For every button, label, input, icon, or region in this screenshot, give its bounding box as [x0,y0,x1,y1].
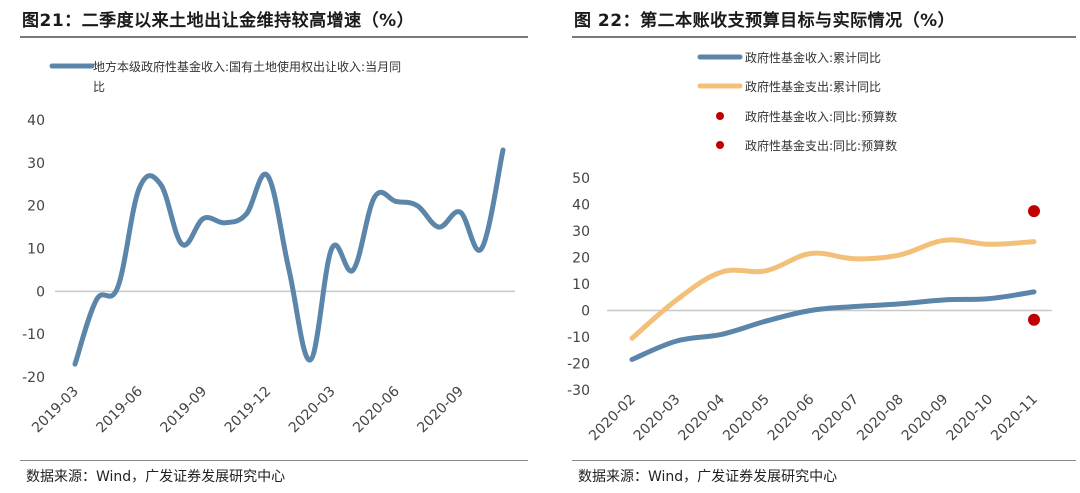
x-tick-label: 2020-10 [943,392,996,445]
x-tick-label: 2020-06 [350,383,403,436]
y-tick-label: 10 [572,277,590,293]
x-tick-label: 2019-06 [93,383,146,436]
data-point [1028,205,1040,218]
legend-label: 地方本级政府性基金收入:国有土地使用权出让收入:当月同 [93,59,401,74]
x-tick-label: 2020-05 [720,392,773,445]
y-tick-label: 30 [27,156,45,172]
y-tick-label: 40 [27,113,45,129]
x-tick-label: 2020-06 [765,391,818,444]
series-line [629,289,1037,362]
panel-left-chart: 图21：二季度以来土地出让金维持较高增速（%） 地方本级政府性基金收入:国有土地… [0,0,532,493]
y-tick-label: 50 [572,171,590,187]
legend: 政府性基金收入:累计同比政府性基金支出:累计同比政府性基金收入:同比:预算数政府… [697,50,897,153]
x-tick-label: 2020-04 [675,391,728,444]
legend-marker [716,141,724,149]
y-tick-label: 0 [36,284,45,300]
y-tick-label: -10 [567,330,590,346]
legend-label: 政府性基金收入:同比:预算数 [745,109,897,124]
x-tick-label: 2020-11 [988,392,1041,445]
y-tick-label: 20 [572,251,590,267]
legend-marker [716,112,724,120]
series-line [629,237,1037,341]
legend-label: 政府性基金支出:累计同比 [745,79,881,94]
fund-budget-chart: 政府性基金收入:累计同比政府性基金支出:累计同比政府性基金收入:同比:预算数政府… [567,50,1052,445]
chart-title: 图21：二季度以来土地出让金维持较高增速（%） [22,11,415,31]
y-tick-label: -30 [567,383,590,399]
x-tick-label: 2020-08 [854,392,907,445]
title-rule [20,36,528,38]
title-rule [572,36,1076,38]
panel-right-chart: 图 22：第二本账收支预算目标与实际情况（%） 政府性基金收入:累计同比 政府性基… [552,0,1080,493]
x-tick-label: 2020-09 [414,384,467,437]
x-tick-label: 2019-12 [222,384,275,437]
source-rule [572,460,1076,461]
y-tick-label: 20 [27,199,45,215]
y-tick-label: 0 [581,304,590,320]
y-tick-label: 40 [572,198,590,214]
legend-label: 政府性基金收入:累计同比 [745,50,881,65]
source-rule [20,460,528,461]
source-text: 数据来源：Wind，广发证券发展研究中心 [578,469,838,485]
y-tick-label: 30 [572,224,590,240]
series-line [72,147,506,367]
x-tick-label: 2020-02 [586,392,639,445]
y-tick-label: -20 [22,370,45,386]
legend-label: 比 [93,80,105,94]
x-tick-label: 2020-09 [899,392,952,445]
chart-title: 图 22：第二本账收支预算目标与实际情况（%） [574,11,956,31]
x-tick-label: 2020-07 [809,392,862,445]
x-tick-label: 2020-03 [631,392,684,445]
x-tick-label: 2020-03 [286,384,339,437]
legend-label: 政府性基金支出:同比:预算数 [745,138,897,153]
y-tick-label: -10 [22,327,45,343]
y-tick-label: -20 [567,357,590,373]
y-tick-label: 10 [27,242,45,258]
source-text: 数据来源：Wind，广发证券发展研究中心 [26,469,286,485]
x-tick-label: 2019-09 [158,384,211,437]
data-point [1028,313,1040,326]
x-tick-label: 2019-03 [29,384,82,437]
